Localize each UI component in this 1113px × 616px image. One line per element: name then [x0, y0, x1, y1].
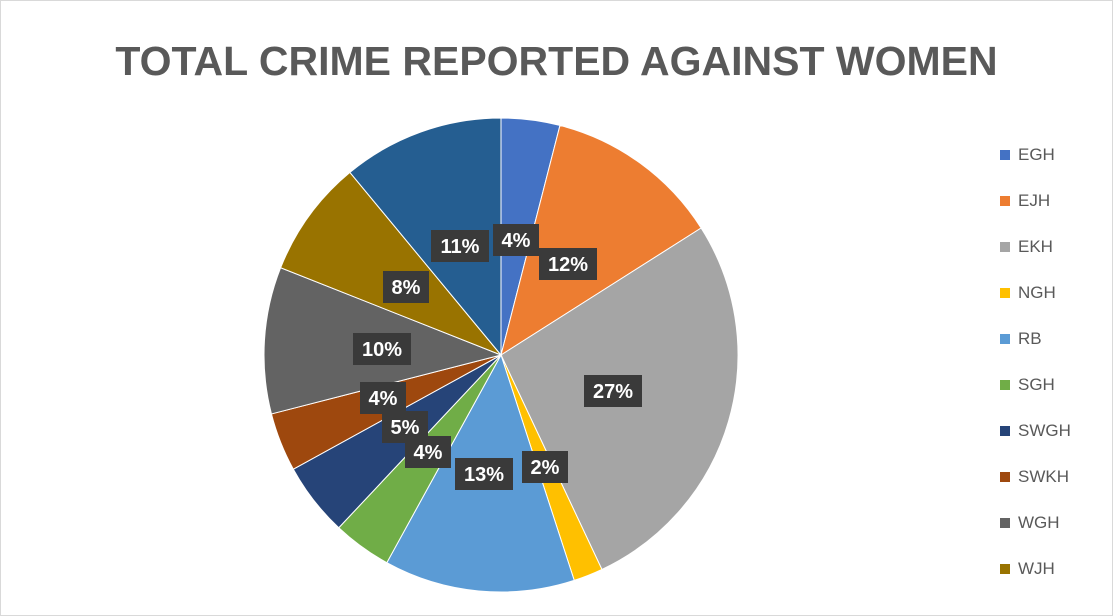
legend-item: EJH — [1000, 178, 1110, 224]
legend-item: SWGH — [1000, 408, 1110, 454]
legend-label: EGH — [1018, 145, 1055, 164]
legend-item: EGH — [1000, 132, 1110, 178]
legend-label: EJH — [1018, 191, 1051, 210]
data-label-text: 5% — [391, 417, 420, 439]
legend-swatch — [1000, 242, 1010, 252]
data-label-text: 27% — [593, 381, 633, 403]
data-label-box — [383, 271, 429, 303]
data-label-box — [584, 375, 642, 407]
legend-item: RB — [1000, 316, 1110, 362]
legend-swatch — [1000, 334, 1010, 344]
data-label-text: 4% — [369, 388, 398, 410]
data-label: 2% — [522, 451, 568, 483]
pie-slice-ejh — [500, 124, 702, 357]
data-label-box — [382, 411, 428, 443]
data-label-box — [539, 248, 597, 280]
data-label-text: 10% — [362, 339, 402, 361]
legend-item: WGH — [1000, 500, 1110, 546]
data-label-text: 12% — [548, 254, 588, 276]
data-label: 13% — [455, 458, 513, 490]
data-label-box — [455, 458, 513, 490]
legend-label: SWKH — [1018, 467, 1069, 486]
legend-swatch — [1000, 196, 1010, 206]
legend-label: RB — [1018, 329, 1042, 348]
legend-swatch — [1000, 150, 1010, 160]
data-label: 8% — [383, 271, 429, 303]
data-label-text: 13% — [464, 464, 504, 486]
data-label: 4% — [493, 224, 539, 256]
legend-label: EKH — [1018, 237, 1053, 256]
legend: EGH EJH EKH NGH RB SGH SWGH SWKH WGH WJH — [1000, 132, 1110, 592]
data-label-text: 4% — [414, 442, 443, 464]
legend-swatch — [1000, 564, 1010, 574]
chart-title: TOTAL CRIME REPORTED AGAINST WOMEN — [115, 38, 998, 84]
data-label-box — [522, 451, 568, 483]
legend-item: NGH — [1000, 270, 1110, 316]
legend-label: NGH — [1018, 283, 1056, 302]
legend-label: SGH — [1018, 375, 1055, 394]
legend-item: SWKH — [1000, 454, 1110, 500]
legend-swatch — [1000, 380, 1010, 390]
legend-label: WJH — [1018, 559, 1055, 578]
data-label-box — [353, 333, 411, 365]
data-label: 27% — [584, 375, 642, 407]
legend-item: SGH — [1000, 362, 1110, 408]
pie-slice-unlabeled — [349, 117, 502, 357]
legend-swatch — [1000, 472, 1010, 482]
data-label: 5% — [382, 411, 428, 443]
legend-label: WGH — [1018, 513, 1060, 532]
data-label-text: 11% — [441, 236, 480, 258]
legend-swatch — [1000, 518, 1010, 528]
legend-item: WJH — [1000, 546, 1110, 592]
data-label-text: 4% — [502, 230, 531, 252]
legend-swatch — [1000, 288, 1010, 298]
pie-slice-wjh — [279, 171, 502, 356]
data-label: 10% — [353, 333, 411, 365]
data-label: 12% — [539, 248, 597, 280]
legend-label: SWGH — [1018, 421, 1071, 440]
legend-item: EKH — [1000, 224, 1110, 270]
data-label: 11% — [431, 230, 489, 262]
legend-swatch — [1000, 426, 1010, 436]
data-label-box — [493, 224, 539, 256]
data-label-box — [360, 382, 406, 414]
data-label-text: 2% — [531, 457, 560, 479]
data-label-text: 8% — [392, 277, 421, 299]
data-label-box — [431, 230, 489, 262]
data-label: 4% — [360, 382, 406, 414]
